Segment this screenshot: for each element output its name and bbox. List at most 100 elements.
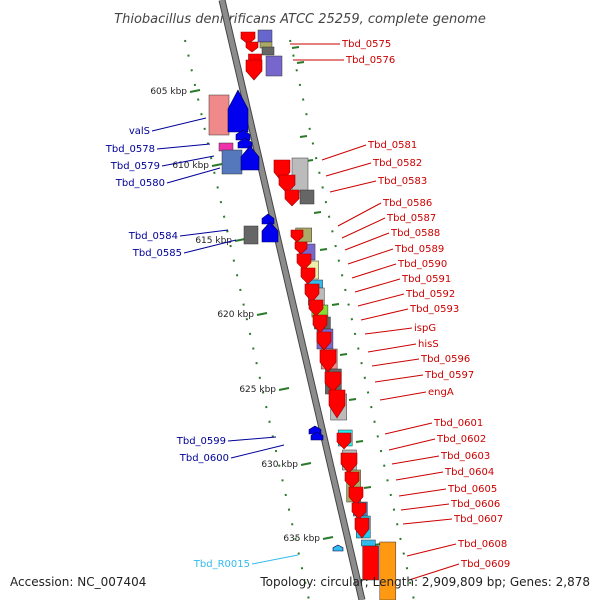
topology-text: Topology: circular; Length: 2,909,809 bp…	[259, 575, 590, 589]
gene-label: Tbd_0587	[386, 213, 436, 224]
gene-label: Tbd_R0015	[193, 559, 250, 570]
gene-box	[261, 46, 275, 56]
ruler-tick	[322, 536, 334, 540]
reverse-cds-arrow	[319, 349, 337, 373]
accession-text: Accession: NC_007404	[10, 575, 146, 589]
gene-label: Tbd_0601	[433, 418, 483, 429]
label-leader-line	[357, 293, 405, 307]
label-leader-line	[398, 488, 447, 497]
gene-box	[265, 55, 283, 77]
ruler-tick	[278, 387, 290, 391]
reverse-cds-arrow	[278, 174, 296, 194]
gene-box	[257, 29, 273, 43]
gene-label: Tbd_0576	[345, 55, 395, 66]
ruler-minor-tick	[299, 135, 308, 138]
reverse-cds-arrow	[300, 267, 316, 285]
reverse-cds-arrow	[336, 432, 352, 450]
reverse-cds-arrow	[240, 31, 256, 45]
gene-box	[208, 94, 230, 136]
forward-cds-arrow	[261, 221, 279, 243]
ruler-minor-tick	[348, 398, 357, 401]
label-leader-line	[341, 217, 386, 239]
reverse-cds-arrow	[296, 253, 312, 271]
gene-label: ispG	[414, 323, 436, 334]
reverse-cds-arrow	[354, 517, 370, 539]
reverse-cds-arrow	[294, 241, 308, 255]
ruler-dotted-line	[184, 39, 310, 600]
ruler-tick-label: 635 kbp	[283, 534, 320, 544]
reverse-cds-arrow	[304, 283, 320, 303]
gene-label: Tbd_0609	[460, 559, 510, 570]
gene-label: Tbd_0584	[128, 231, 178, 242]
gene-label: Tbd_0586	[382, 198, 432, 209]
reverse-cds-arrow	[344, 471, 360, 489]
gene-label: Tbd_0605	[447, 484, 497, 495]
ruler-tick-label: 615 kbp	[195, 236, 232, 246]
forward-cds-arrow	[310, 431, 324, 441]
gene-label: valS	[129, 126, 150, 137]
gene-label: Tbd_0607	[453, 514, 503, 525]
reverse-cds-arrow	[290, 229, 304, 243]
gene-label: Tbd_0600	[179, 453, 229, 464]
ruler-minor-tick	[363, 486, 372, 489]
label-leader-line	[354, 278, 401, 293]
label-leader-line	[360, 308, 409, 321]
gene-label: Tbd_0581	[367, 140, 417, 151]
gene-label: Tbd_0592	[405, 289, 455, 300]
gene-label: Tbd_0593	[409, 304, 459, 315]
gene-box	[379, 541, 397, 600]
forward-cds-arrow	[237, 137, 253, 149]
ruler-tick-label: 620 kbp	[217, 310, 254, 320]
label-leader-line	[183, 239, 237, 254]
feature-track	[208, 29, 397, 600]
gene-label: Tbd_0591	[401, 274, 451, 285]
forward-cds-arrow	[227, 89, 249, 133]
gene-label: Tbd_0582	[372, 158, 422, 169]
label-leader-line	[364, 327, 413, 335]
label-leader-line	[384, 422, 433, 435]
gene-labels: Tbd_0575 Tbd_0576 Tbd_0581 Tbd_0582 Tbd_0583…	[105, 39, 510, 581]
ruler-minor-tick	[355, 440, 364, 443]
label-leader-line	[391, 455, 440, 465]
reverse-cds-arrow	[308, 299, 324, 317]
gene-box	[361, 539, 376, 547]
gene-label: Tbd_0596	[420, 354, 470, 365]
label-leader-line	[156, 143, 211, 150]
gene-box	[243, 225, 259, 245]
label-leader-line	[402, 518, 453, 525]
label-leader-line	[329, 180, 377, 193]
backbone-line	[219, 0, 365, 600]
rna-arrow	[332, 544, 344, 552]
gene-box	[362, 545, 379, 581]
ruler-minor-tick	[339, 353, 348, 356]
gene-label: hisS	[418, 339, 439, 350]
label-leader-line	[367, 343, 417, 353]
gene-label: Tbd_0580	[115, 178, 165, 189]
label-leader-line	[337, 202, 382, 227]
gene-label: Tbd_0606	[450, 499, 500, 510]
forward-cds-arrow	[240, 145, 260, 171]
gene-label: Tbd_0578	[105, 144, 155, 155]
reverse-cds-arrow	[245, 59, 263, 81]
map-title: Thiobacillus denitrificans ATCC 25259, c…	[114, 12, 486, 27]
gene-label: engA	[428, 387, 454, 398]
gene-label: Tbd_0599	[176, 436, 226, 447]
gene-label: Tbd_0589	[394, 244, 444, 255]
ruler-minor-tick	[319, 248, 328, 251]
label-leader-line	[395, 471, 444, 481]
gene-label: Tbd_0583	[377, 176, 427, 187]
gene-label: Tbd_0585	[132, 248, 182, 259]
reverse-cds-arrow	[328, 389, 346, 419]
gene-box	[299, 189, 315, 205]
ruler-dotted-line	[289, 39, 415, 600]
ruler-minor-tick	[291, 46, 300, 49]
gene-label: Tbd_0579	[110, 161, 160, 172]
label-leader-line	[388, 438, 436, 451]
gene-label: Tbd_0597	[424, 370, 474, 381]
reverse-cds-arrow	[245, 41, 259, 53]
ruler-tick-label: 605 kbp	[150, 87, 187, 97]
ruler-tick-label: 610 kbp	[172, 161, 209, 171]
reverse-cds-arrow	[351, 502, 367, 520]
ruler-tick	[211, 163, 223, 167]
label-leader-line	[347, 248, 394, 265]
